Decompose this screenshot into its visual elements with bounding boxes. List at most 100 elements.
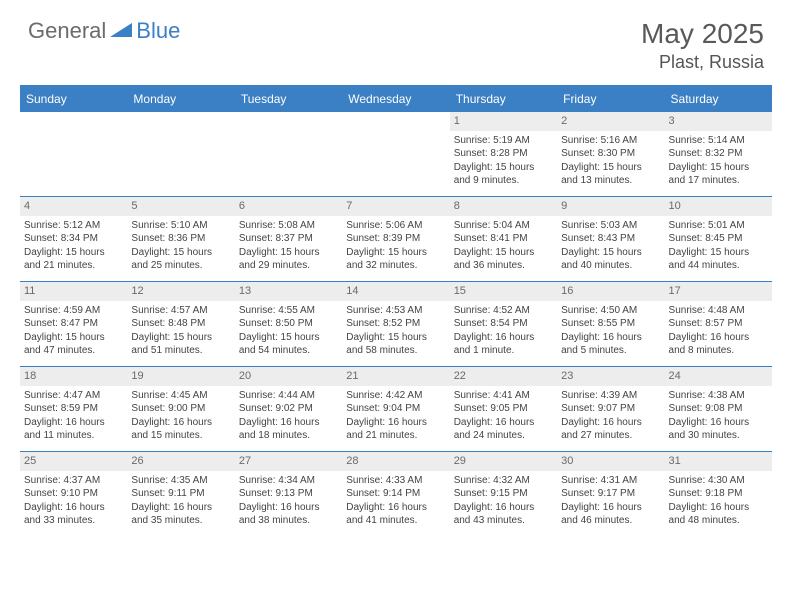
sunrise-text: Sunrise: 5:06 AM [346, 219, 445, 233]
sunrise-text: Sunrise: 4:45 AM [131, 389, 230, 403]
sunset-text: Sunset: 8:34 PM [24, 232, 123, 246]
daylight-text: Daylight: 16 hours and 43 minutes. [454, 501, 553, 528]
month-title: May 2025 [641, 18, 764, 50]
sunrise-text: Sunrise: 5:04 AM [454, 219, 553, 233]
sunrise-text: Sunrise: 4:41 AM [454, 389, 553, 403]
sunset-text: Sunset: 9:05 PM [454, 402, 553, 416]
daylight-text: Daylight: 16 hours and 8 minutes. [669, 331, 768, 358]
daylight-text: Daylight: 15 hours and 29 minutes. [239, 246, 338, 273]
daylight-text: Daylight: 15 hours and 13 minutes. [561, 161, 660, 188]
day-cell: 22 Sunrise: 4:41 AMSunset: 9:05 PMDayligh… [450, 367, 557, 451]
daylight-text: Daylight: 15 hours and 36 minutes. [454, 246, 553, 273]
daylight-text: Daylight: 15 hours and 9 minutes. [454, 161, 553, 188]
daylight-text: Daylight: 16 hours and 18 minutes. [239, 416, 338, 443]
sunset-text: Sunset: 9:04 PM [346, 402, 445, 416]
day-header: Tuesday [235, 87, 342, 111]
sunrise-text: Sunrise: 5:19 AM [454, 134, 553, 148]
sunrise-text: Sunrise: 5:16 AM [561, 134, 660, 148]
daylight-text: Daylight: 16 hours and 35 minutes. [131, 501, 230, 528]
sunrise-text: Sunrise: 4:42 AM [346, 389, 445, 403]
day-cell: 7Sunrise: 5:06 AMSunset: 8:39 PMDaylight… [342, 197, 449, 281]
day-cell: 10Sunrise: 5:01 AMSunset: 8:45 PMDayligh… [665, 197, 772, 281]
sunset-text: Sunset: 9:00 PM [131, 402, 230, 416]
day-cell: . [127, 112, 234, 196]
sunset-text: Sunset: 9:13 PM [239, 487, 338, 501]
sunset-text: Sunset: 8:59 PM [24, 402, 123, 416]
week-row: 18Sunrise: 4:47 AMSunset: 8:59 PMDayligh… [20, 366, 772, 451]
day-number: 26 [127, 452, 234, 471]
day-cell: 12Sunrise: 4:57 AMSunset: 8:48 PMDayligh… [127, 282, 234, 366]
sunrise-text: Sunrise: 4:53 AM [346, 304, 445, 318]
day-header: Thursday [450, 87, 557, 111]
day-number: 19 [127, 367, 234, 386]
sunset-text: Sunset: 8:47 PM [24, 317, 123, 331]
location: Plast, Russia [641, 52, 764, 73]
daylight-text: Daylight: 16 hours and 1 minute. [454, 331, 553, 358]
day-number: 3 [665, 112, 772, 131]
daylight-text: Daylight: 16 hours and 21 minutes. [346, 416, 445, 443]
daylight-text: Daylight: 16 hours and 11 minutes. [24, 416, 123, 443]
day-header-row: SundayMondayTuesdayWednesdayThursdayFrid… [20, 87, 772, 111]
daylight-text: Daylight: 15 hours and 47 minutes. [24, 331, 123, 358]
sunset-text: Sunset: 9:08 PM [669, 402, 768, 416]
title-block: May 2025 Plast, Russia [641, 18, 764, 73]
day-cell: 15Sunrise: 4:52 AMSunset: 8:54 PMDayligh… [450, 282, 557, 366]
day-cell: 5Sunrise: 5:10 AMSunset: 8:36 PMDaylight… [127, 197, 234, 281]
logo-text-blue: Blue [136, 18, 180, 44]
day-number: 6 [235, 197, 342, 216]
sunrise-text: Sunrise: 4:55 AM [239, 304, 338, 318]
day-number: 4 [20, 197, 127, 216]
day-number: 2 [557, 112, 664, 131]
day-cell: 8Sunrise: 5:04 AMSunset: 8:41 PMDaylight… [450, 197, 557, 281]
day-cell: 14Sunrise: 4:53 AMSunset: 8:52 PMDayligh… [342, 282, 449, 366]
day-number: 30 [557, 452, 664, 471]
day-number: 13 [235, 282, 342, 301]
sunset-text: Sunset: 9:07 PM [561, 402, 660, 416]
day-number: 25 [20, 452, 127, 471]
sunset-text: Sunset: 8:52 PM [346, 317, 445, 331]
day-number: 21 [342, 367, 449, 386]
day-number: 5 [127, 197, 234, 216]
day-cell: 19Sunrise: 4:45 AMSunset: 9:00 PMDayligh… [127, 367, 234, 451]
day-cell: 26Sunrise: 4:35 AMSunset: 9:11 PMDayligh… [127, 452, 234, 536]
daylight-text: Daylight: 16 hours and 33 minutes. [24, 501, 123, 528]
day-number: 1 [450, 112, 557, 131]
day-cell: 25Sunrise: 4:37 AMSunset: 9:10 PMDayligh… [20, 452, 127, 536]
day-number: 29 [450, 452, 557, 471]
day-cell: 17Sunrise: 4:48 AMSunset: 8:57 PMDayligh… [665, 282, 772, 366]
day-cell: 30Sunrise: 4:31 AMSunset: 9:17 PMDayligh… [557, 452, 664, 536]
sunrise-text: Sunrise: 4:59 AM [24, 304, 123, 318]
sunrise-text: Sunrise: 4:32 AM [454, 474, 553, 488]
day-number: 22 [450, 367, 557, 386]
sunset-text: Sunset: 8:55 PM [561, 317, 660, 331]
day-cell: 16 Sunrise: 4:50 AMSunset: 8:55 PMDayligh… [557, 282, 664, 366]
day-cell: 4Sunrise: 5:12 AMSunset: 8:34 PMDaylight… [20, 197, 127, 281]
day-number: 14 [342, 282, 449, 301]
day-cell: 27Sunrise: 4:34 AMSunset: 9:13 PMDayligh… [235, 452, 342, 536]
daylight-text: Daylight: 16 hours and 24 minutes. [454, 416, 553, 443]
sunrise-text: Sunrise: 5:01 AM [669, 219, 768, 233]
day-cell: 2Sunrise: 5:16 AMSunset: 8:30 PMDaylight… [557, 112, 664, 196]
daylight-text: Daylight: 15 hours and 32 minutes. [346, 246, 445, 273]
sunrise-text: Sunrise: 4:39 AM [561, 389, 660, 403]
day-cell: 20Sunrise: 4:44 AMSunset: 9:02 PMDayligh… [235, 367, 342, 451]
day-number: 18 [20, 367, 127, 386]
day-number: 7 [342, 197, 449, 216]
sunset-text: Sunset: 8:57 PM [669, 317, 768, 331]
daylight-text: Daylight: 15 hours and 54 minutes. [239, 331, 338, 358]
daylight-text: Daylight: 15 hours and 51 minutes. [131, 331, 230, 358]
sunrise-text: Sunrise: 4:38 AM [669, 389, 768, 403]
sunrise-text: Sunrise: 4:50 AM [561, 304, 660, 318]
daylight-text: Daylight: 16 hours and 5 minutes. [561, 331, 660, 358]
day-cell: . [20, 112, 127, 196]
triangle-icon [110, 20, 132, 43]
sunset-text: Sunset: 8:54 PM [454, 317, 553, 331]
day-number: 27 [235, 452, 342, 471]
day-cell: 24Sunrise: 4:38 AMSunset: 9:08 PMDayligh… [665, 367, 772, 451]
header: General Blue May 2025 Plast, Russia [0, 0, 792, 79]
week-row: ....1Sunrise: 5:19 AMSunset: 8:28 PMDayl… [20, 111, 772, 196]
day-header: Monday [127, 87, 234, 111]
day-cell: 1Sunrise: 5:19 AMSunset: 8:28 PMDaylight… [450, 112, 557, 196]
day-cell: 18Sunrise: 4:47 AMSunset: 8:59 PMDayligh… [20, 367, 127, 451]
day-number: 16 [557, 282, 664, 301]
